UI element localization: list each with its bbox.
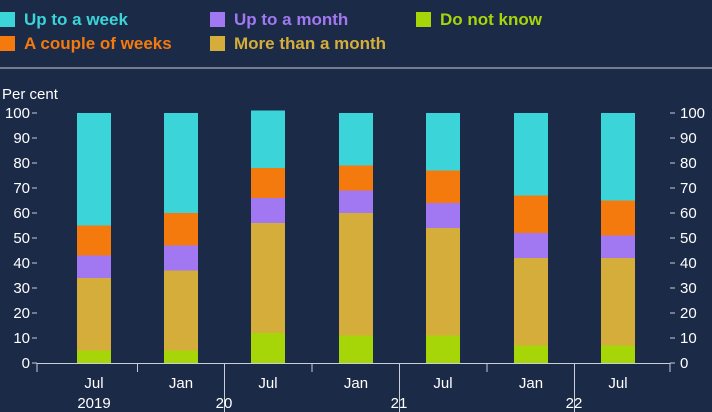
bar-3-up-to-a-month	[339, 190, 373, 213]
y-tick-left-10: 10	[13, 330, 30, 347]
bar-2-do-not-know	[251, 333, 285, 363]
y-tick-right-100: 100	[680, 105, 705, 122]
legend-label-up-to-a-week: Up to a week	[24, 10, 128, 29]
x-year-label-0: 2019	[77, 395, 110, 412]
bar-1-do-not-know	[164, 350, 198, 363]
bar-1-more-than-a-month	[164, 270, 198, 351]
y-tick-right-70: 70	[680, 180, 697, 197]
bar-6-up-to-a-week	[601, 113, 635, 201]
bar-6-do-not-know	[601, 345, 635, 363]
y-tick-right-50: 50	[680, 230, 697, 247]
bars	[77, 110, 635, 363]
bar-5-up-to-a-week	[514, 113, 548, 196]
y-axis-right: 0 10 20 30 40 50 60 70 80 90 100	[670, 105, 705, 372]
y-tick-left-70: 70	[13, 180, 30, 197]
bar-5-up-to-a-month	[514, 233, 548, 258]
y-tick-left-100: 100	[5, 105, 30, 122]
legend-label-a-couple-of-weeks: A couple of weeks	[24, 34, 172, 53]
x-year-label-3: 22	[566, 395, 583, 412]
x-tick-label-3: Jan	[344, 375, 368, 392]
x-tick-label-4: Jul	[433, 375, 452, 392]
y-tick-right-20: 20	[680, 305, 697, 322]
bar-0-do-not-know	[77, 350, 111, 363]
x-tick-label-6: Jul	[608, 375, 627, 392]
legend-swatch-more-than-a-month	[210, 36, 225, 51]
y-tick-left-60: 60	[13, 205, 30, 222]
bar-3-do-not-know	[339, 335, 373, 363]
y-tick-right-40: 40	[680, 255, 697, 272]
bar-2-a-couple-of-weeks	[251, 168, 285, 198]
bar-0-up-to-a-week	[77, 113, 111, 226]
bar-6-up-to-a-month	[601, 235, 635, 258]
x-year-label-2: 21	[391, 395, 408, 412]
y-tick-left-0: 0	[22, 355, 30, 372]
bar-3-more-than-a-month	[339, 213, 373, 336]
bar-0-up-to-a-month	[77, 255, 111, 278]
y-axis-unit-label: Per cent	[2, 86, 59, 103]
bar-2-up-to-a-week	[251, 110, 285, 168]
legend-swatch-do-not-know	[416, 12, 431, 27]
bar-2-more-than-a-month	[251, 223, 285, 333]
legend-label-up-to-a-month: Up to a month	[234, 10, 348, 29]
bar-1-a-couple-of-weeks	[164, 213, 198, 246]
y-tick-left-30: 30	[13, 280, 30, 297]
bar-5-do-not-know	[514, 345, 548, 363]
bar-4-up-to-a-month	[426, 203, 460, 228]
y-tick-right-10: 10	[680, 330, 697, 347]
bar-3-a-couple-of-weeks	[339, 165, 373, 191]
bar-1-up-to-a-week	[164, 113, 198, 213]
y-tick-left-40: 40	[13, 255, 30, 272]
bar-0-more-than-a-month	[77, 278, 111, 351]
legend: Up to a week Up to a month Do not know A co…	[0, 10, 543, 53]
bar-4-up-to-a-week	[426, 113, 460, 171]
legend-label-do-not-know: Do not know	[440, 10, 543, 29]
y-tick-right-90: 90	[680, 130, 697, 147]
y-tick-right-30: 30	[680, 280, 697, 297]
y-tick-left-90: 90	[13, 130, 30, 147]
y-tick-right-60: 60	[680, 205, 697, 222]
x-tick-label-1: Jan	[169, 375, 193, 392]
legend-swatch-up-to-a-week	[0, 12, 15, 27]
y-tick-right-0: 0	[680, 355, 688, 372]
bar-6-more-than-a-month	[601, 258, 635, 346]
bar-4-a-couple-of-weeks	[426, 170, 460, 203]
bar-4-do-not-know	[426, 335, 460, 363]
bar-1-up-to-a-month	[164, 245, 198, 271]
bar-5-more-than-a-month	[514, 258, 548, 346]
x-tick-label-5: Jan	[519, 375, 543, 392]
legend-label-more-than-a-month: More than a month	[234, 34, 386, 53]
x-tick-label-0: Jul	[84, 375, 103, 392]
y-tick-left-80: 80	[13, 155, 30, 172]
bar-3-up-to-a-week	[339, 113, 373, 166]
bar-6-a-couple-of-weeks	[601, 200, 635, 236]
y-tick-left-20: 20	[13, 305, 30, 322]
x-axis: Jul Jan Jul Jan Jul Jan Jul 2019 20 21 22	[36, 363, 671, 412]
bar-5-a-couple-of-weeks	[514, 195, 548, 233]
y-tick-left-50: 50	[13, 230, 30, 247]
bar-0-a-couple-of-weeks	[77, 225, 111, 256]
legend-swatch-a-couple-of-weeks	[0, 36, 15, 51]
x-tick-label-2: Jul	[258, 375, 277, 392]
y-axis-left: 0 10 20 30 40 50 60 70 80 90 100	[5, 105, 37, 372]
bar-4-more-than-a-month	[426, 228, 460, 336]
legend-swatch-up-to-a-month	[210, 12, 225, 27]
x-year-label-1: 20	[216, 395, 233, 412]
bar-2-up-to-a-month	[251, 198, 285, 223]
y-tick-right-80: 80	[680, 155, 697, 172]
